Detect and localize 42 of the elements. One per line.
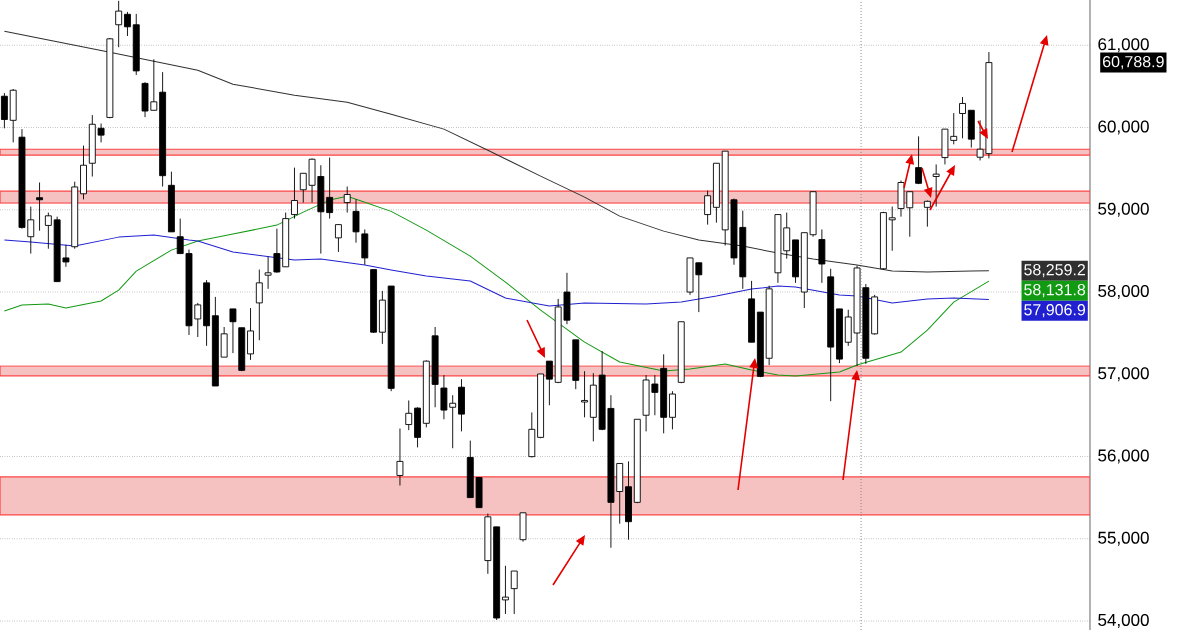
candlestick [343,186,351,214]
y-tick-label: 59,000 [1098,202,1149,217]
candlestick [545,360,553,406]
candlestick [255,269,263,341]
y-tick-label: 61,000 [1098,38,1149,53]
candlestick [510,570,518,615]
candlestick [959,96,966,139]
text: 60,788.9 [1103,55,1164,70]
candlestick [581,370,588,418]
annotation: 58,131.8 [1024,284,1086,298]
candlestick [932,163,940,208]
candlestick [124,11,131,37]
y-tick-label: 54,000 [1098,613,1149,628]
annotation: 58,259.2 [1024,264,1085,278]
line-series [3,234,990,307]
candlestick [229,308,237,354]
y-tick-label: 60,000 [1098,120,1149,135]
candlestick [334,224,342,253]
candlestick [915,135,923,185]
candlestick [0,92,8,129]
y-tick-label: 57,000 [1098,367,1149,382]
candlestick [176,218,184,255]
candlestick [888,206,896,252]
candlestick [669,390,676,430]
candlestick [291,167,298,220]
y-tick-label: 55,000 [1098,531,1149,546]
candlestick [405,400,413,431]
candlestick [502,565,509,615]
y-tick-label: 56,000 [1098,449,1149,464]
candlestick [247,307,254,361]
candlestick [220,326,228,358]
line-series [3,30,990,273]
candlestick [115,0,123,48]
candlestick [704,190,712,226]
candlestick [923,200,931,228]
candlestick [326,157,334,220]
line-series [3,195,990,377]
candlestick [352,198,360,244]
candlestick [396,428,404,486]
annotation: 57,906.9 [1024,304,1086,318]
candlestick [36,182,43,232]
y-tick-label: 58,000 [1098,284,1149,299]
